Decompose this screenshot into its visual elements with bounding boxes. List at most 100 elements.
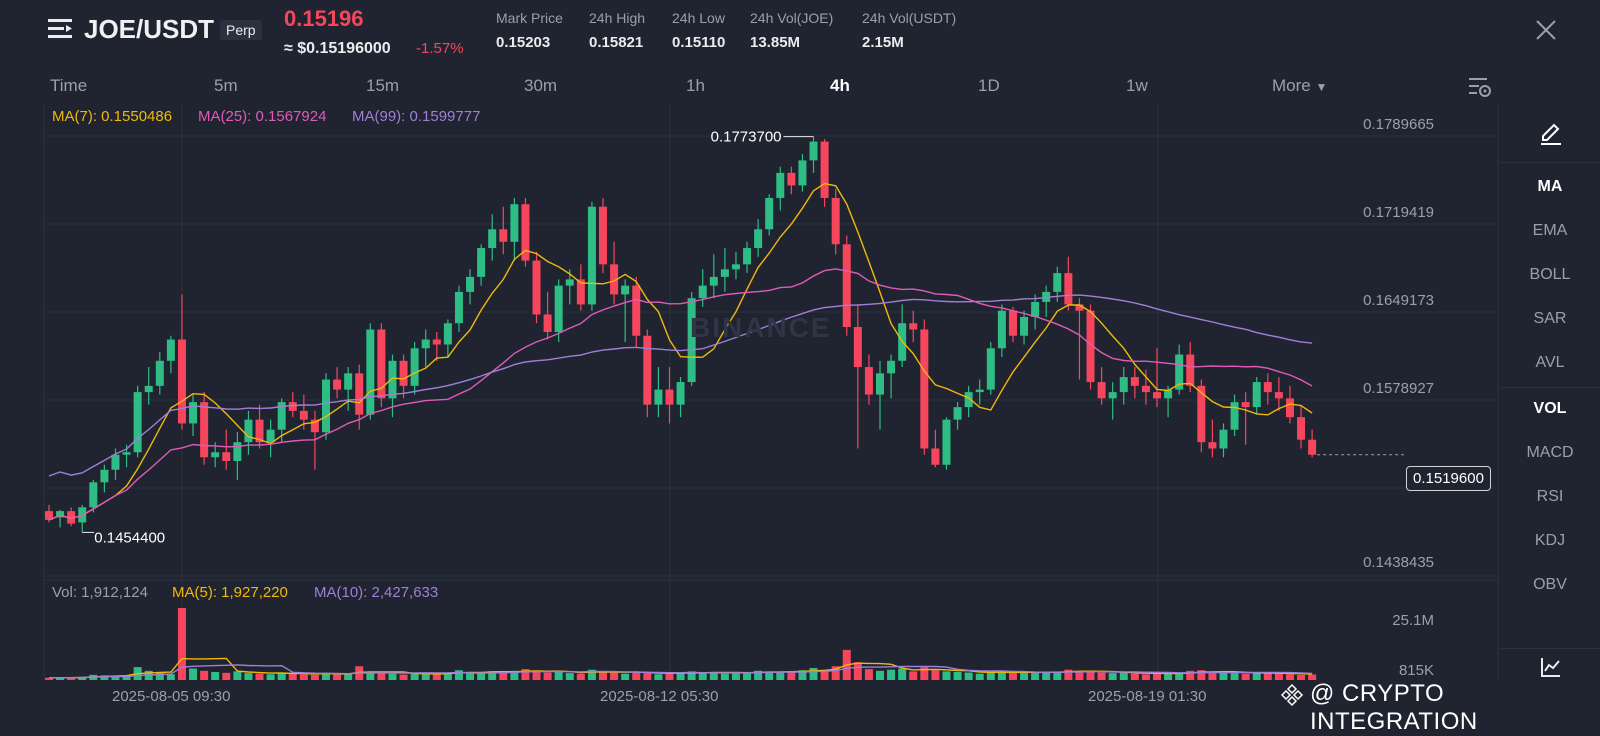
candlestick-chart[interactable]: 0.1773700 0.1454400 xyxy=(0,0,1600,720)
divider xyxy=(1500,387,1600,388)
tab-time[interactable]: Time xyxy=(50,76,88,95)
contract-type-badge: Perp xyxy=(220,20,262,40)
volume-bar xyxy=(876,670,884,680)
volume-bar xyxy=(809,667,818,680)
candle-body xyxy=(931,448,940,465)
volume-bar xyxy=(310,674,319,680)
candle-body xyxy=(754,229,763,249)
volume-bar xyxy=(189,668,198,680)
volume-bar xyxy=(122,675,131,680)
menu-icon[interactable] xyxy=(48,16,74,42)
candle-body xyxy=(820,141,829,198)
candle-body xyxy=(67,511,76,524)
volume-bar xyxy=(776,672,785,680)
tab-15m[interactable]: 15m xyxy=(366,76,400,95)
volume-bar xyxy=(233,671,242,680)
tab-5m[interactable]: 5m xyxy=(214,76,238,95)
candle-body xyxy=(510,204,519,242)
volume-bar xyxy=(798,670,807,680)
volume-bar xyxy=(432,674,441,680)
volume-bar xyxy=(100,675,109,680)
tool-sar[interactable]: SAR xyxy=(1533,310,1567,327)
tool-rsi[interactable]: RSI xyxy=(1536,488,1564,505)
volume-bar xyxy=(565,673,574,680)
candle-body xyxy=(787,172,796,186)
volume-bar xyxy=(244,673,253,680)
chart-settings-icon[interactable] xyxy=(1468,76,1492,98)
volume-bar xyxy=(521,669,530,680)
volume-bar xyxy=(200,670,209,680)
candle-body xyxy=(1064,273,1073,305)
volume-bar xyxy=(1219,672,1228,680)
candle-body xyxy=(166,339,175,361)
tool-vol[interactable]: VOL xyxy=(1533,400,1567,417)
tab-1h[interactable]: 1h xyxy=(686,76,705,95)
candle-body xyxy=(654,389,663,405)
candle-body xyxy=(111,454,120,470)
tool-boll[interactable]: BOLL xyxy=(1529,266,1571,283)
candle-body xyxy=(144,385,153,393)
candle-body xyxy=(255,419,264,443)
candle-body xyxy=(665,389,674,405)
tab-4h[interactable]: 4h xyxy=(830,76,850,95)
candle-body xyxy=(1230,402,1239,430)
volume-bar xyxy=(377,673,386,680)
candle-body xyxy=(1219,429,1228,449)
candle-body xyxy=(133,392,142,453)
tab-more[interactable]: More ▼ xyxy=(1272,76,1327,96)
tool-obv[interactable]: OBV xyxy=(1533,576,1567,593)
volume-bar xyxy=(277,672,286,680)
volume-bar xyxy=(676,672,685,680)
draw-pen-icon[interactable] xyxy=(1539,122,1563,146)
candle-body xyxy=(809,141,818,161)
tool-ma[interactable]: MA xyxy=(1537,178,1563,195)
candle-body xyxy=(543,314,552,332)
ma7-line xyxy=(48,182,1313,521)
volume-ma-lines xyxy=(48,657,1313,679)
usd-price: ≈ $0.15196000 xyxy=(284,40,391,57)
candle-body xyxy=(466,276,475,292)
volume-bar xyxy=(643,673,652,680)
ma25-line xyxy=(48,268,1313,521)
volume-bar xyxy=(1252,672,1261,680)
volume-bar xyxy=(654,674,663,680)
candle-body xyxy=(887,360,896,374)
candle-body xyxy=(709,276,718,286)
tool-kdj[interactable]: KDJ xyxy=(1534,532,1566,549)
tool-ema[interactable]: EMA xyxy=(1532,222,1568,239)
candle-body xyxy=(155,360,164,386)
candle-body xyxy=(1141,385,1150,393)
tab-1d[interactable]: 1D xyxy=(978,76,1000,95)
candle-body xyxy=(565,279,574,286)
stat-value-mark-price: 0.15203 xyxy=(496,34,551,51)
volume-bar xyxy=(333,674,342,680)
volume-bar xyxy=(78,676,87,680)
tool-macd[interactable]: MACD xyxy=(1526,444,1574,461)
tool-avl[interactable]: AVL xyxy=(1535,354,1565,371)
volume-bar xyxy=(1141,674,1150,680)
volume-bar xyxy=(222,672,231,680)
volume-bar xyxy=(986,671,995,680)
volume-bar xyxy=(687,671,696,680)
volume-bar xyxy=(1130,673,1139,680)
tab-1w[interactable]: 1w xyxy=(1126,76,1148,95)
candle-body xyxy=(610,264,619,295)
volume-bar xyxy=(1197,670,1206,680)
volume-bar xyxy=(665,673,674,680)
close-icon[interactable] xyxy=(1534,18,1558,42)
volume-bar xyxy=(1263,673,1272,680)
divider xyxy=(1500,648,1600,649)
candle-body xyxy=(953,407,962,420)
chart-type-icon[interactable] xyxy=(1540,656,1562,678)
pair-symbol[interactable]: JOE/USDT xyxy=(84,14,215,44)
volume-bar xyxy=(576,673,585,680)
price-axis-label: 0.1789665 xyxy=(1363,116,1434,133)
volume-bar xyxy=(477,672,486,680)
volume-bar xyxy=(410,673,419,680)
candle-body xyxy=(45,511,53,520)
candle-body xyxy=(377,329,386,399)
candle-body xyxy=(211,452,220,458)
volume-ma10-legend: MA(10): 2,427,633 xyxy=(314,584,439,601)
volume-bar xyxy=(621,673,630,680)
tab-30m[interactable]: 30m xyxy=(524,76,558,95)
